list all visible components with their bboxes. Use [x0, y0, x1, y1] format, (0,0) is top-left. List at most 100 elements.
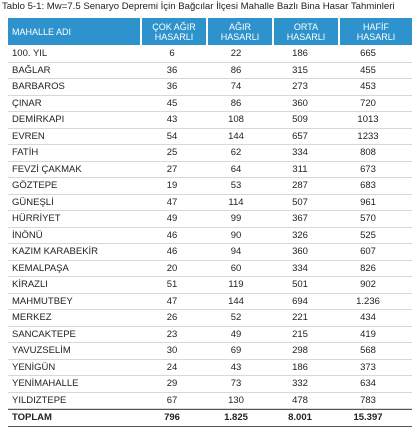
page: Tablo 5-1: Mw=7.5 Senaryo Depremi İçin B…	[2, 1, 412, 427]
value-cell: 808	[360, 147, 376, 159]
value-cell: 478	[292, 394, 308, 406]
name-cell: SANCAKTEPE	[12, 328, 76, 340]
value-cell: 673	[360, 163, 376, 175]
value-cell: 961	[360, 196, 376, 208]
table-row: MERKEZ 26 52 221 434	[8, 310, 412, 327]
value-cell: 186	[292, 361, 308, 373]
value-cell: 360	[292, 246, 308, 258]
value-cell: 73	[230, 378, 242, 390]
table-row: İNÖNÜ 46 90 326 525	[8, 228, 412, 244]
value-cell: 64	[230, 163, 242, 175]
value-cell: 221	[292, 312, 308, 324]
total-cell: TOPLAM	[12, 412, 52, 424]
value-cell: 326	[292, 229, 308, 241]
value-cell: 49	[166, 213, 178, 225]
name-cell: EVREN	[12, 130, 45, 142]
table-row: SANCAKTEPE 23 49 215 419	[8, 327, 412, 343]
name-cell: YILDIZTEPE	[12, 394, 67, 406]
value-cell: 287	[292, 180, 308, 192]
value-cell: 315	[292, 64, 308, 76]
value-cell: 26	[166, 312, 178, 324]
value-cell: 720	[360, 97, 376, 109]
table-row: KAZIM KARABEKİR 46 94 360 607	[8, 244, 412, 261]
name-cell: MERKEZ	[12, 312, 52, 324]
header-cell: ORTA HASARLI	[274, 18, 338, 45]
value-cell: 20	[166, 262, 178, 274]
table-row: FEVZİ ÇAKMAK 27 64 311 673	[8, 162, 412, 178]
value-cell: 215	[292, 328, 308, 340]
value-cell: 509	[292, 114, 308, 126]
value-cell: 108	[228, 114, 244, 126]
value-cell: 360	[292, 97, 308, 109]
name-cell: MAHMUTBEY	[12, 295, 73, 307]
value-cell: 25	[166, 147, 178, 159]
name-cell: HÜRRİYET	[12, 213, 61, 225]
table-row: BARBAROS 36 74 273 453	[8, 79, 412, 96]
value-cell: 665	[360, 48, 376, 60]
value-cell: 23	[166, 328, 178, 340]
total-cell: 15.397	[353, 412, 383, 424]
value-cell: 570	[360, 213, 376, 225]
table-row: FATİH 25 62 334 808	[8, 145, 412, 162]
name-cell: YENİGÜN	[12, 361, 56, 373]
value-cell: 144	[228, 130, 244, 142]
table-row: 100. YIL 6 22 186 665	[8, 46, 412, 63]
name-cell: FEVZİ ÇAKMAK	[12, 163, 82, 175]
value-cell: 114	[228, 196, 244, 208]
value-cell: 86	[230, 64, 242, 76]
value-cell: 311	[292, 163, 308, 175]
value-cell: 783	[360, 394, 376, 406]
name-cell: İNÖNÜ	[12, 229, 43, 241]
value-cell: 607	[360, 246, 376, 258]
value-cell: 419	[360, 328, 376, 340]
name-cell: GÜNEŞLİ	[12, 196, 54, 208]
value-cell: 27	[166, 163, 178, 175]
table-row: KEMALPAŞA 20 60 334 826	[8, 261, 412, 277]
value-cell: 24	[166, 361, 178, 373]
name-cell: YAVUZSELİM	[12, 345, 71, 357]
value-cell: 334	[292, 262, 308, 274]
value-cell: 52	[230, 312, 242, 324]
value-cell: 30	[166, 345, 178, 357]
value-cell: 46	[166, 246, 178, 258]
name-cell: GÖZTEPE	[12, 180, 58, 192]
table-row: YENİGÜN 24 43 186 373	[8, 360, 412, 376]
value-cell: 74	[230, 81, 242, 93]
value-cell: 273	[292, 81, 308, 93]
table: MAHALLE ADI ÇOK AĞIR HASARLI AĞIR HASARLI O…	[8, 17, 412, 427]
table-row: BAĞLAR 36 86 315 455	[8, 63, 412, 79]
value-cell: 19	[166, 180, 178, 192]
value-cell: 90	[230, 229, 242, 241]
value-cell: 54	[166, 130, 178, 142]
table-row: ÇINAR 45 86 360 720	[8, 96, 412, 112]
value-cell: 29	[166, 378, 178, 390]
table-row: YAVUZSELİM 30 69 298 568	[8, 343, 412, 360]
value-cell: 22	[230, 48, 242, 60]
value-cell: 826	[360, 262, 376, 274]
value-cell: 1.236	[356, 295, 380, 307]
value-cell: 144	[228, 295, 244, 307]
name-cell: KAZIM KARABEKİR	[12, 246, 99, 258]
value-cell: 455	[360, 64, 376, 76]
table-row: GÜNEŞLİ 47 114 507 961	[8, 195, 412, 211]
value-cell: 49	[230, 328, 242, 340]
value-cell: 47	[166, 295, 178, 307]
table-row: KİRAZLI 51 119 501 902	[8, 277, 412, 294]
header-row: MAHALLE ADI ÇOK AĞIR HASARLI AĞIR HASARLI O…	[8, 17, 412, 46]
total-cell: 8.001	[288, 412, 312, 424]
name-cell: 100. YIL	[12, 48, 48, 60]
value-cell: 373	[360, 361, 376, 373]
header-cell: HAFİF HASARLI	[340, 18, 412, 45]
name-cell: FATİH	[12, 147, 39, 159]
value-cell: 507	[292, 196, 308, 208]
value-cell: 332	[292, 378, 308, 390]
header-cell: AĞIR HASARLI	[208, 18, 272, 45]
table-row: HÜRRİYET 49 99 367 570	[8, 211, 412, 228]
value-cell: 634	[360, 378, 376, 390]
value-cell: 60	[230, 262, 242, 274]
value-cell: 36	[166, 81, 178, 93]
value-cell: 657	[292, 130, 308, 142]
total-cell: 1.825	[224, 412, 248, 424]
table-row: YILDIZTEPE 67 130 478 783	[8, 393, 412, 409]
value-cell: 99	[230, 213, 242, 225]
